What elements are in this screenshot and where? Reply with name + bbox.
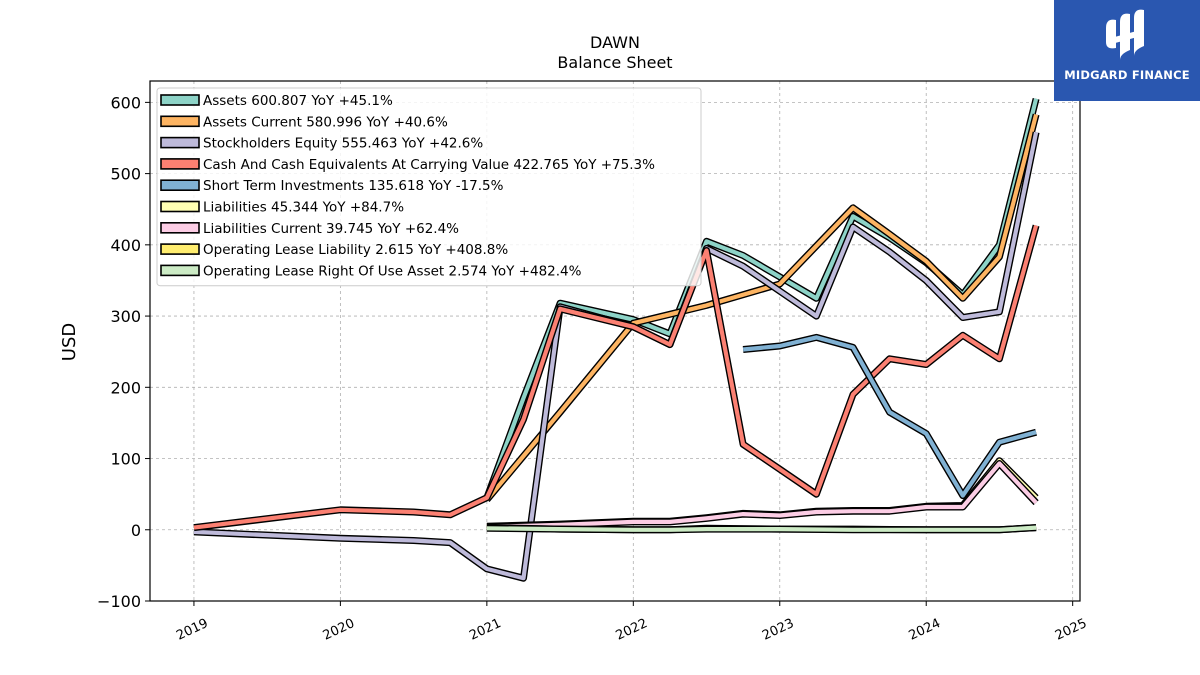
legend-entry: Cash And Cash Equivalents At Carrying Va… [203,157,655,173]
legend-swatch [160,200,200,213]
x-tick-label: 2023 [760,616,796,644]
series-line [485,113,1039,502]
legend-entry: Liabilities Current 39.745 YoY +62.4% [203,221,459,237]
y-tick-label: 300 [110,307,141,326]
legend-swatch [160,222,200,234]
y-tick-label: −100 [97,592,141,611]
legend-entry: Operating Lease Right Of Use Asset 2.574… [203,263,582,279]
series-line [742,335,1037,498]
legend-entry: Assets Current 580.996 YoY +40.6% [203,114,448,130]
legend-swatch [160,243,200,255]
y-axis-label: USD [59,323,80,361]
y-tick-label: 400 [110,236,141,255]
legend-box [156,87,702,287]
legend-entry: Stockholders Equity 555.463 YoY +42.6% [203,136,483,152]
series-lines [193,97,1040,582]
x-tick-label: 2020 [321,616,357,644]
x-tick-label: 2019 [174,616,210,644]
y-tick-label: 0 [131,521,141,540]
series-line [486,525,1037,532]
legend-entry: Assets 600.807 YoY +45.1% [203,93,393,109]
y-tick-label: 500 [110,165,141,184]
legend: Assets 600.807 YoY +45.1% Assets Current … [156,87,702,287]
legend-swatch [160,158,200,170]
legend-entry: Liabilities 45.344 YoY +84.7% [203,200,404,216]
series-line-outline [486,460,1039,531]
chart-subtitle: Balance Sheet [557,53,672,72]
brand-logo: MIDGARD FINANCE [1054,0,1200,101]
legend-swatch [160,179,200,191]
legend-entry: Short Term Investments 135.618 YoY -17.5… [203,178,504,194]
series-line [193,225,1039,530]
series-line [486,461,1038,529]
x-tick-label: 2024 [907,616,943,644]
legend-entry: Operating Lease Liability 2.615 YoY +408… [203,242,508,258]
x-tick-label: 2021 [467,616,503,644]
legend-swatch [160,94,200,106]
plot-frame [149,80,1081,602]
logo-text: MIDGARD FINANCE [1064,68,1190,82]
chart-title: DAWN [590,33,640,52]
logo-mark-icon [1106,9,1144,60]
legend-swatch [160,115,200,128]
legend-swatch [160,136,200,149]
y-tick-label: 100 [110,450,141,469]
x-tick-label: 2025 [1053,616,1089,644]
x-tick-label: 2022 [614,616,650,644]
y-tick-label: 600 [110,93,141,112]
legend-swatch [160,264,200,277]
y-tick-label: 200 [110,378,141,397]
